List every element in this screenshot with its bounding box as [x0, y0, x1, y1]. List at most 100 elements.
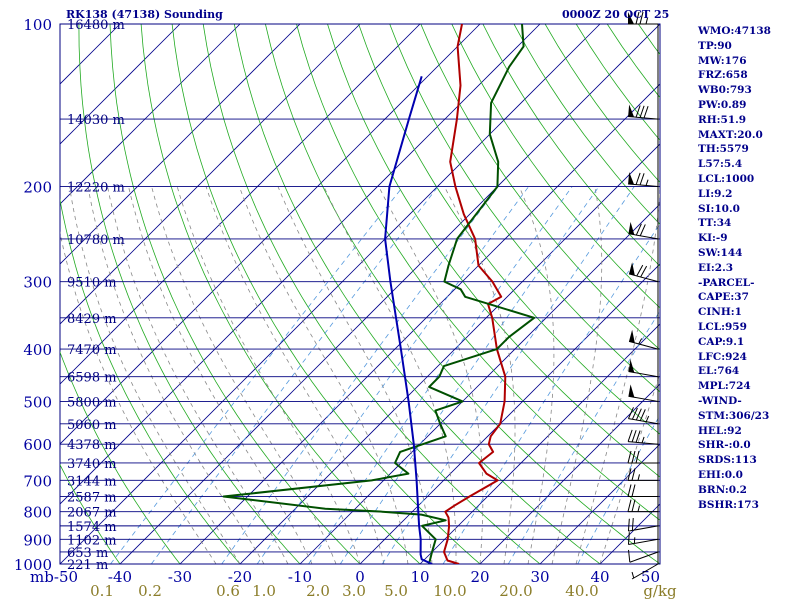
index-item: SW:144	[698, 246, 743, 259]
index-item: BSHR:173	[698, 498, 759, 511]
height-label: 221 m	[67, 558, 108, 573]
wind-barb-full	[639, 224, 646, 236]
wind-barb-staff	[628, 525, 659, 532]
height-label: 12220 m	[67, 181, 125, 196]
wind-barb-full	[631, 499, 636, 512]
index-item: L57:5.4	[698, 158, 743, 171]
isotherm-line	[60, 24, 481, 445]
index-item: SRDS:113	[698, 454, 757, 467]
wind-barb	[627, 450, 658, 464]
index-item: SHR-:0.0	[698, 439, 751, 452]
isotherm-line	[60, 24, 421, 385]
height-label: 8429 m	[67, 312, 117, 327]
wind-barb-staff	[628, 538, 659, 545]
dry-adiabat-line	[327, 24, 660, 478]
wind-barb-pennant	[628, 384, 635, 398]
height-label: 1574 m	[67, 520, 117, 535]
temperature-tick-label: 0	[355, 568, 365, 586]
dry-adiabat-line	[60, 197, 241, 564]
index-item: MPL:724	[698, 380, 751, 393]
pressure-tick-label: 800	[23, 504, 52, 522]
wind-barb-staff	[628, 273, 659, 283]
height-label: 4378 m	[67, 438, 117, 453]
height-label: 16480 m	[67, 18, 125, 33]
wind-barb-staff	[629, 551, 659, 563]
dry-adiabat-line	[389, 24, 660, 393]
mixing-ratio-line	[339, 186, 600, 564]
pressure-tick-label: 900	[23, 531, 52, 549]
wind-barb-full	[631, 484, 636, 497]
dry-adiabat-line	[296, 24, 660, 521]
dry-adiabat-line	[171, 24, 481, 564]
index-item: PW:0.89	[698, 98, 747, 111]
mixing-ratio-tick-label: 0.2	[138, 582, 162, 600]
height-label: 653 m	[67, 546, 108, 561]
wind-barb-full	[631, 407, 638, 420]
wind-barb-full	[635, 430, 641, 443]
pressure-tick-label: 1000	[14, 556, 52, 574]
temperature-tick-label: -30	[168, 568, 192, 586]
mixing-ratio-tick-label: 0.6	[216, 582, 240, 600]
wind-barb-half	[638, 338, 643, 345]
height-label: 5060 m	[67, 418, 117, 433]
height-label: 6598 m	[67, 371, 117, 386]
wind-barb-full	[631, 468, 636, 481]
index-item: MW:176	[698, 54, 747, 67]
isotherm-line	[479, 383, 660, 564]
temperature-tick-label: 10	[410, 568, 429, 586]
wind-barb-pennant	[629, 329, 635, 343]
dry-adiabat-line	[420, 24, 660, 351]
wind-barb-staff	[628, 340, 659, 350]
index-item: HEL:92	[698, 424, 742, 437]
wind-barb-full	[635, 408, 642, 421]
mixing-ratio-tick-label: 0.1	[90, 582, 114, 600]
dry-adiabat-line	[265, 24, 660, 564]
moist-adiabat-line	[378, 186, 484, 564]
moist-adiabat-line	[599, 371, 660, 564]
mixing-ratio-tick-label: 40.0	[565, 582, 598, 600]
wind-barb-full	[631, 430, 637, 443]
mixing-ratio-line	[110, 186, 404, 564]
mixing-ratio-tick-label: 5.0	[384, 582, 408, 600]
wind-barb-pennant	[628, 171, 635, 185]
wind-barb	[628, 262, 659, 283]
isotherm-line	[60, 24, 241, 205]
wind-barb-half	[637, 474, 640, 481]
wind-barb-staff	[631, 563, 659, 580]
wind-barb-full	[627, 518, 630, 532]
wind-barb-full	[639, 105, 645, 118]
pressure-unit-label: mb	[30, 568, 54, 586]
isotherm-line	[60, 24, 181, 145]
index-item: -PARCEL-	[698, 276, 755, 289]
height-label: 3740 m	[67, 457, 117, 472]
wind-barb-half	[631, 571, 635, 579]
index-item: LCL:959	[698, 320, 747, 333]
isotherm-line	[60, 24, 601, 564]
index-item: RH:51.9	[698, 113, 747, 126]
temperature-tick-label: -40	[108, 568, 132, 586]
index-item: EL:764	[698, 365, 740, 378]
wind-barb-half	[641, 436, 645, 443]
index-item: LI:9.2	[698, 187, 733, 200]
wind-barb-full	[635, 105, 641, 118]
wind-barb-staff	[628, 371, 659, 378]
station-title: RK138 (47138) Sounding	[66, 8, 223, 21]
dry-adiabat-line	[451, 24, 660, 309]
moist-adiabat-line	[176, 186, 361, 564]
dry-adiabat-line	[78, 24, 301, 564]
wind-barb-full	[627, 484, 632, 497]
wind-barb-half	[645, 179, 649, 186]
isotherm-line	[60, 24, 541, 505]
index-item: SI:10.0	[698, 202, 740, 215]
wind-barb-full	[627, 532, 630, 545]
wind-barb-full	[639, 173, 645, 186]
pressure-tick-label: 100	[23, 16, 52, 34]
wind-barb	[627, 499, 658, 513]
index-item: WB0:793	[698, 84, 752, 97]
temperature-tick-label: -10	[288, 568, 312, 586]
temperature-tick-label: 50	[641, 568, 660, 586]
dewpoint-profile-line	[222, 24, 536, 564]
dry-adiabat-line	[233, 24, 601, 564]
temperature-tick-label: 20	[470, 568, 489, 586]
height-label: 1102 m	[67, 533, 117, 548]
